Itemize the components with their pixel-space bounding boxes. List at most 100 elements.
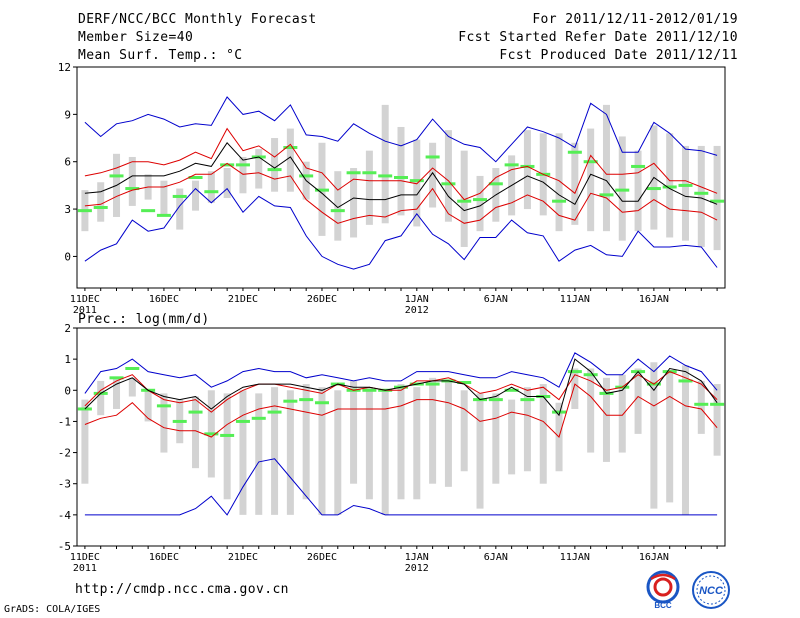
- temp-x-year-label: 2011: [73, 305, 97, 316]
- ncc-logo: NCC: [692, 571, 730, 609]
- precipitation-panel: -5 -4 -3 -2 -1 0 1 2 11DEC 16DEC 21DEC 26DEC 1JAN 6JA…: [58, 322, 726, 574]
- prec-ensemble-box: [144, 390, 152, 422]
- prec-y-tick-label: -5: [58, 540, 71, 553]
- prec-ensemble-box: [444, 380, 452, 487]
- temp-x-year-label: 2012: [405, 305, 429, 316]
- temp-observation-mark: [77, 209, 92, 213]
- temp-ensemble-box: [271, 138, 279, 192]
- temp-x-tick-label: 1JAN: [405, 294, 429, 305]
- prec-ensemble-box: [271, 387, 279, 515]
- prec-y-tick-label: -3: [58, 478, 71, 491]
- bcc-logo: BCC: [646, 570, 680, 610]
- prec-observation-mark: [235, 419, 250, 423]
- temp-observation-mark: [283, 146, 298, 150]
- prec-x-tick-label: 26DEC: [307, 552, 337, 563]
- temp-observation-mark: [188, 176, 203, 179]
- prec-ensemble-box: [602, 377, 610, 462]
- temp-ensemble-box: [429, 142, 437, 208]
- prec-ensemble-box: [286, 390, 294, 515]
- temp-observation-mark: [314, 188, 329, 192]
- temp-y-tick-label: 3: [64, 203, 71, 216]
- temp-observation-mark: [552, 199, 567, 203]
- temp-ensemble-box: [286, 128, 294, 192]
- temp-observation-mark: [488, 182, 503, 186]
- temp-ensemble-box: [239, 156, 247, 194]
- prec-mean-line: [84, 358, 718, 417]
- prec-observation-mark: [156, 404, 171, 408]
- temp-ensemble-box: [207, 171, 215, 203]
- temp-observation-mark: [678, 183, 693, 187]
- prec-x-tick-label: 11JAN: [560, 552, 590, 563]
- temp-ensemble-box: [587, 128, 595, 232]
- bcc-logo-ring: [646, 570, 680, 604]
- temp-observation-mark: [141, 209, 156, 213]
- prec-ensemble-box: [223, 393, 231, 500]
- prec-x-tick-label: 16DEC: [149, 552, 179, 563]
- source-url-link[interactable]: http://cmdp.ncc.cma.gov.cn: [75, 582, 289, 597]
- temp-ensemble-box: [365, 150, 373, 225]
- prec-ensemble-box: [302, 384, 310, 500]
- temp-observation-mark: [504, 163, 519, 167]
- prec-ensemble-box: [587, 368, 595, 453]
- temp-observation-mark: [662, 185, 677, 189]
- temp-observation-mark: [631, 164, 646, 168]
- temp-observation-mark: [694, 191, 709, 195]
- temp-ensemble-box: [555, 133, 563, 232]
- prec-x-year-label: 2012: [405, 563, 429, 574]
- temp-observation-mark: [156, 213, 171, 217]
- prec-ensemble-box: [413, 387, 421, 500]
- prec-ensemble-box: [523, 387, 531, 472]
- prec-ensemble-box: [492, 393, 500, 484]
- prec-observation-mark: [425, 382, 440, 386]
- temp-observation-mark: [330, 209, 345, 213]
- temp-observation-mark: [599, 193, 614, 197]
- temp-ensemble-box: [523, 130, 531, 210]
- prec-observation-mark: [567, 370, 582, 374]
- temp-ensemble-box: [713, 145, 721, 251]
- prec-observation-mark: [204, 432, 219, 436]
- prec-ensemble-box: [476, 393, 484, 509]
- temp-y-tick-label: 12: [58, 61, 71, 74]
- prec-ensemble-box: [318, 387, 326, 515]
- ncc-logo-dashed-ring: [696, 575, 726, 605]
- temp-observation-mark: [267, 168, 282, 172]
- prec-observation-mark: [694, 402, 709, 406]
- temp-observation-mark: [567, 150, 582, 154]
- temp-ensemble-box: [697, 145, 705, 247]
- temp-observation-mark: [441, 182, 456, 186]
- prec-observation-mark: [314, 401, 329, 405]
- temp-observation-mark: [172, 194, 187, 198]
- prec-y-tick-label: 0: [64, 384, 71, 397]
- ncc-logo-text: NCC: [699, 585, 724, 597]
- prec-ensemble-box: [397, 384, 405, 500]
- prec-ensemble-box: [618, 374, 626, 453]
- temp-observation-mark: [425, 155, 440, 159]
- prec-ensemble-box: [429, 377, 437, 484]
- temp-ensemble-box: [223, 168, 231, 199]
- temp-ensemble-box: [350, 168, 358, 238]
- prec-observation-mark: [188, 410, 203, 414]
- temp-ensemble-box: [460, 150, 468, 247]
- bcc-logo-inner-ring: [653, 577, 673, 597]
- temp-lower-line: [84, 162, 718, 224]
- prec-lower-line: [84, 383, 718, 438]
- temp-ensemble-box: [176, 188, 184, 230]
- prec-observation-mark: [457, 381, 472, 384]
- temp-ensemble-box: [381, 104, 389, 224]
- prec-ensemble-box: [97, 380, 105, 416]
- prec-observation-mark: [552, 410, 567, 414]
- temp-observation-mark: [125, 187, 140, 191]
- prec-ensemble-box: [381, 390, 389, 515]
- temp-observation-mark: [378, 174, 393, 178]
- prec-y-tick-label: 2: [64, 322, 71, 335]
- prec-observation-mark: [299, 398, 314, 402]
- temp-x-tick-label: 11DEC: [70, 294, 100, 305]
- prec-ensemble-box: [508, 399, 516, 475]
- temp-observation-mark: [204, 190, 219, 194]
- prec-y-tick-label: -4: [58, 509, 72, 522]
- temp-x-tick-label: 21DEC: [228, 294, 258, 305]
- prec-ensemble-box: [160, 393, 168, 453]
- temp-observation-mark: [299, 174, 314, 178]
- temp-observation-mark: [409, 179, 424, 183]
- forecast-produced-date-label: Fcst Produced Date 2011/12/11: [499, 48, 738, 63]
